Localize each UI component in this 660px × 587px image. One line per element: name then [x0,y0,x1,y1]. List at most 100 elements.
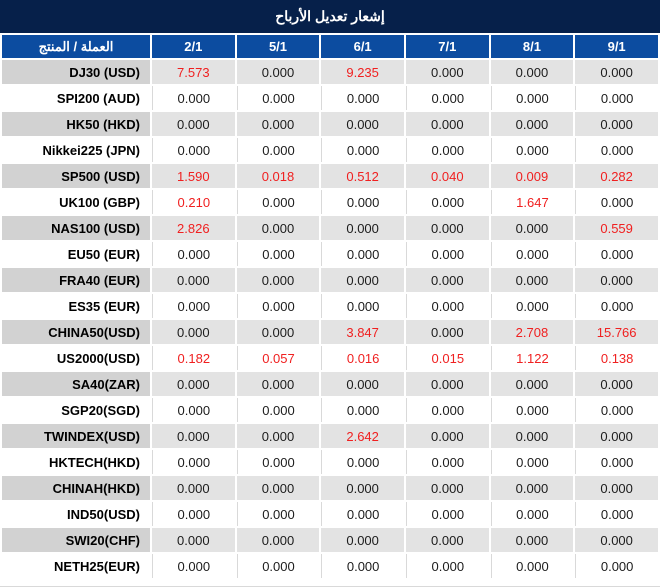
value-cell: 0.000 [236,112,320,136]
value-cell: 0.000 [236,398,320,422]
value-cell: 0.000 [405,294,489,318]
table-row: SA40(ZAR) 0.000 0.000 0.000 0.000 0.000 0.000 [2,372,658,396]
table-row: NETH25(EUR) 0.000 0.000 0.000 0.000 0.000 0.0… [2,554,658,578]
header-row: العملة / المنتج 2/1 5/1 6/1 7/1 8/1 9/1 [2,35,658,58]
value-cell: 0.000 [152,554,235,578]
value-cell: 0.182 [152,346,235,370]
value-cell: 0.000 [321,242,404,266]
value-cell: 0.000 [575,424,658,448]
value-cell: 0.000 [152,424,235,448]
value-cell: 0.000 [490,60,574,84]
value-cell: 0.000 [405,424,489,448]
value-cell: 0.000 [152,476,235,500]
instrument-name: SP500 (USD) [2,164,150,188]
value-cell: 0.000 [490,242,574,266]
value-cell: 0.000 [575,86,658,110]
value-cell: 0.138 [575,346,658,370]
value-cell: 0.000 [321,502,404,526]
value-cell: 0.000 [236,476,320,500]
value-cell: 0.000 [236,424,320,448]
value-cell: 7.573 [152,60,235,84]
value-cell: 0.000 [490,528,574,552]
value-cell: 2.708 [490,320,574,344]
value-cell: 0.000 [405,190,489,214]
date-header-cell: 8/1 [490,35,574,58]
instrument-name: FRA40 (EUR) [2,268,150,292]
value-cell: 0.000 [321,476,404,500]
value-cell: 0.000 [152,242,235,266]
value-cell: 0.000 [152,450,235,474]
value-cell: 0.000 [236,86,320,110]
value-cell: 0.000 [236,372,320,396]
value-cell: 9.235 [321,60,404,84]
value-cell: 0.000 [321,268,404,292]
value-cell: 0.000 [321,112,404,136]
instrument-name: IND50(USD) [2,502,150,526]
date-header-cell: 2/1 [152,35,235,58]
table-row: Nikkei225 (JPN) 0.000 0.000 0.000 0.000 0.00… [2,138,658,162]
value-cell: 0.000 [575,138,658,162]
value-cell: 0.000 [490,450,574,474]
value-cell: 0.000 [321,528,404,552]
value-cell: 0.016 [321,346,404,370]
table-row: HK50 (HKD) 0.000 0.000 0.000 0.000 0.000 0.00… [2,112,658,136]
value-cell: 0.057 [236,346,320,370]
value-cell: 0.000 [152,86,235,110]
value-cell: 0.000 [490,294,574,318]
value-cell: 0.000 [490,112,574,136]
instrument-name: ES35 (EUR) [2,294,150,318]
value-cell: 0.000 [152,320,235,344]
table-row: NAS100 (USD) 2.826 0.000 0.000 0.000 0.000 0.… [2,216,658,240]
value-cell: 0.000 [575,60,658,84]
value-cell: 0.000 [236,268,320,292]
instrument-name: SPI200 (AUD) [2,86,150,110]
value-cell: 0.000 [575,372,658,396]
value-cell: 0.040 [405,164,489,188]
value-cell: 0.512 [321,164,404,188]
value-cell: 0.000 [405,216,489,240]
instrument-name: US2000(USD) [2,346,150,370]
value-cell: 0.000 [152,398,235,422]
instrument-name: DJ30 (USD) [2,60,150,84]
value-cell: 0.000 [405,86,489,110]
value-cell: 0.000 [405,112,489,136]
value-cell: 0.000 [405,372,489,396]
instrument-name: TWINDEX(USD) [2,424,150,448]
value-cell: 0.000 [405,398,489,422]
value-cell: 0.000 [575,268,658,292]
value-cell: 0.000 [490,138,574,162]
date-header-cell: 9/1 [575,35,658,58]
value-cell: 0.559 [575,216,658,240]
value-cell: 0.000 [236,138,320,162]
instrument-name: Nikkei225 (JPN) [2,138,150,162]
value-cell: 0.000 [152,138,235,162]
instrument-name: CHINA50(USD) [2,320,150,344]
value-cell: 0.000 [236,450,320,474]
instrument-name: HK50 (HKD) [2,112,150,136]
value-cell: 0.000 [236,242,320,266]
product-currency-header-cell: العملة / المنتج [2,35,150,58]
value-cell: 0.015 [405,346,489,370]
instrument-name: EU50 (EUR) [2,242,150,266]
value-cell: 0.000 [321,190,404,214]
value-cell: 0.000 [236,190,320,214]
value-cell: 0.000 [321,86,404,110]
table-row: EU50 (EUR) 0.000 0.000 0.000 0.000 0.000 0.00… [2,242,658,266]
value-cell: 0.000 [405,268,489,292]
value-cell: 0.000 [405,60,489,84]
table-row: UK100 (GBP) 0.210 0.000 0.000 0.000 1.647 0.0… [2,190,658,214]
instrument-name: SWI20(CHF) [2,528,150,552]
value-cell: 0.000 [405,138,489,162]
value-cell: 0.000 [321,372,404,396]
table-row: TWINDEX(USD) 0.000 0.000 2.642 0.000 0.000 0.… [2,424,658,448]
value-cell: 0.000 [236,294,320,318]
value-cell: 0.000 [490,502,574,526]
value-cell: 0.000 [490,86,574,110]
value-cell: 0.000 [490,424,574,448]
instrument-name: SA40(ZAR) [2,372,150,396]
value-cell: 0.000 [575,554,658,578]
value-cell: 0.000 [490,554,574,578]
instrument-name: UK100 (GBP) [2,190,150,214]
value-cell: 15.766 [575,320,658,344]
instrument-name: NAS100 (USD) [2,216,150,240]
